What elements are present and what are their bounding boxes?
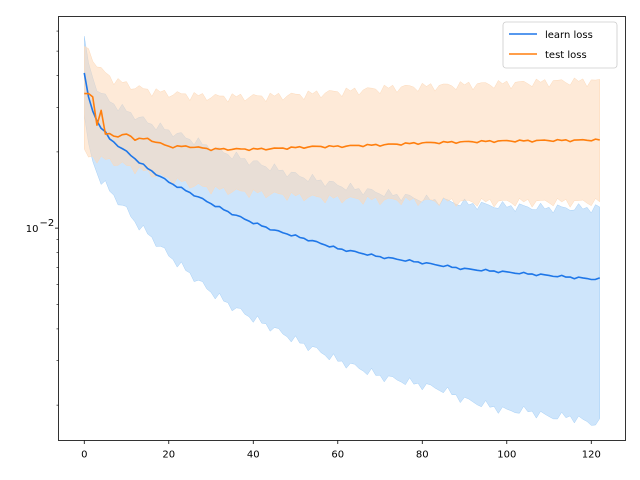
x-tick-label: 60 [331, 450, 344, 461]
legend: learn loss test loss [502, 21, 618, 69]
legend-label: learn loss [545, 30, 593, 41]
line-test-loss [84, 92, 600, 152]
y-tick-label: 10 [26, 224, 39, 235]
legend-box [502, 21, 618, 69]
line-learn-loss [83, 72, 601, 281]
legend-label: test loss [545, 50, 587, 61]
x-tick-label: 40 [247, 450, 260, 461]
y-axis: 10−2 [26, 30, 59, 406]
x-tick-label: 80 [416, 450, 429, 461]
x-tick-label: 100 [497, 450, 516, 461]
band-test-loss [84, 45, 600, 208]
x-axis: 0 20 40 60 80 100 120 [81, 440, 601, 461]
y-tick-exponent: −2 [40, 218, 55, 229]
series-lines [83, 72, 601, 281]
x-tick-label: 120 [582, 450, 601, 461]
confidence-bands [84, 36, 600, 426]
x-tick-label: 0 [81, 450, 87, 461]
x-tick-label: 20 [162, 450, 175, 461]
